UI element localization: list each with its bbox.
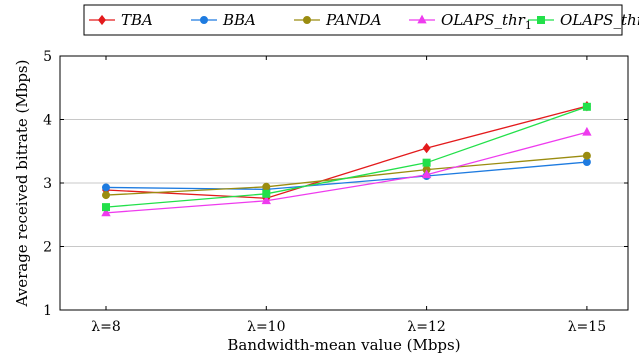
legend: TBA BBA PANDA OLAPS_thr1 OLAPS_thr2 (83, 4, 639, 36)
legend-item: PANDA (294, 11, 382, 29)
data-point (102, 183, 111, 192)
legend-marker (302, 15, 311, 24)
legend-marker (97, 14, 107, 26)
x-tick-label: λ=12 (407, 319, 445, 335)
data-point (422, 158, 431, 167)
legend-marker (537, 15, 546, 24)
legend-item: OLAPS_thr2 (528, 11, 639, 32)
series-line (105, 131, 588, 214)
data-point (262, 189, 271, 198)
y-tick-label: 3 (43, 176, 52, 192)
legend-item: TBA (89, 11, 153, 29)
y-tick-label: 2 (43, 240, 52, 256)
data-point (422, 142, 431, 154)
legend-label: OLAPS_thr2 (560, 11, 639, 32)
legend-marker (199, 15, 208, 24)
data-point (261, 195, 271, 205)
series-olaps-thr2 (102, 102, 591, 212)
data-point (421, 169, 432, 179)
axis-ticks: 1 2 3 4 5 λ=8 λ=10 λ=12 λ=15 (43, 49, 628, 335)
data-point (102, 203, 111, 212)
series-line (105, 155, 587, 196)
x-axis-label: Bandwidth-mean value (Mbps) (227, 336, 460, 354)
y-tick-label: 5 (43, 49, 52, 65)
data-point (262, 182, 271, 191)
legend-label: BBA (222, 11, 256, 29)
y-axis-label: Average received bitrate (Mbps) (13, 60, 31, 308)
data-point (101, 207, 111, 217)
data-point (582, 151, 591, 160)
legend-label-subscript: 1 (525, 19, 532, 32)
y-tick-label: 1 (43, 303, 52, 319)
legend-label: OLAPS_thr1 (441, 11, 532, 32)
y-tick-label: 4 (43, 113, 52, 129)
legend-label: PANDA (325, 11, 382, 29)
series-line (105, 106, 588, 208)
series-group (101, 101, 592, 217)
legend-item: BBA (191, 11, 256, 29)
x-tick-label: λ=15 (568, 319, 606, 335)
x-tick-label: λ=8 (91, 319, 121, 335)
legend-label: TBA (121, 11, 153, 29)
data-point (582, 102, 591, 111)
series-olaps-thr1 (101, 126, 592, 217)
series-line (105, 105, 588, 199)
legend-item: OLAPS_thr1 (409, 11, 532, 32)
series-line (105, 161, 587, 191)
legend-marker (417, 14, 427, 24)
data-point (582, 126, 592, 136)
series-panda (102, 151, 591, 200)
x-tick-label: λ=10 (247, 319, 285, 335)
data-point (102, 191, 111, 200)
